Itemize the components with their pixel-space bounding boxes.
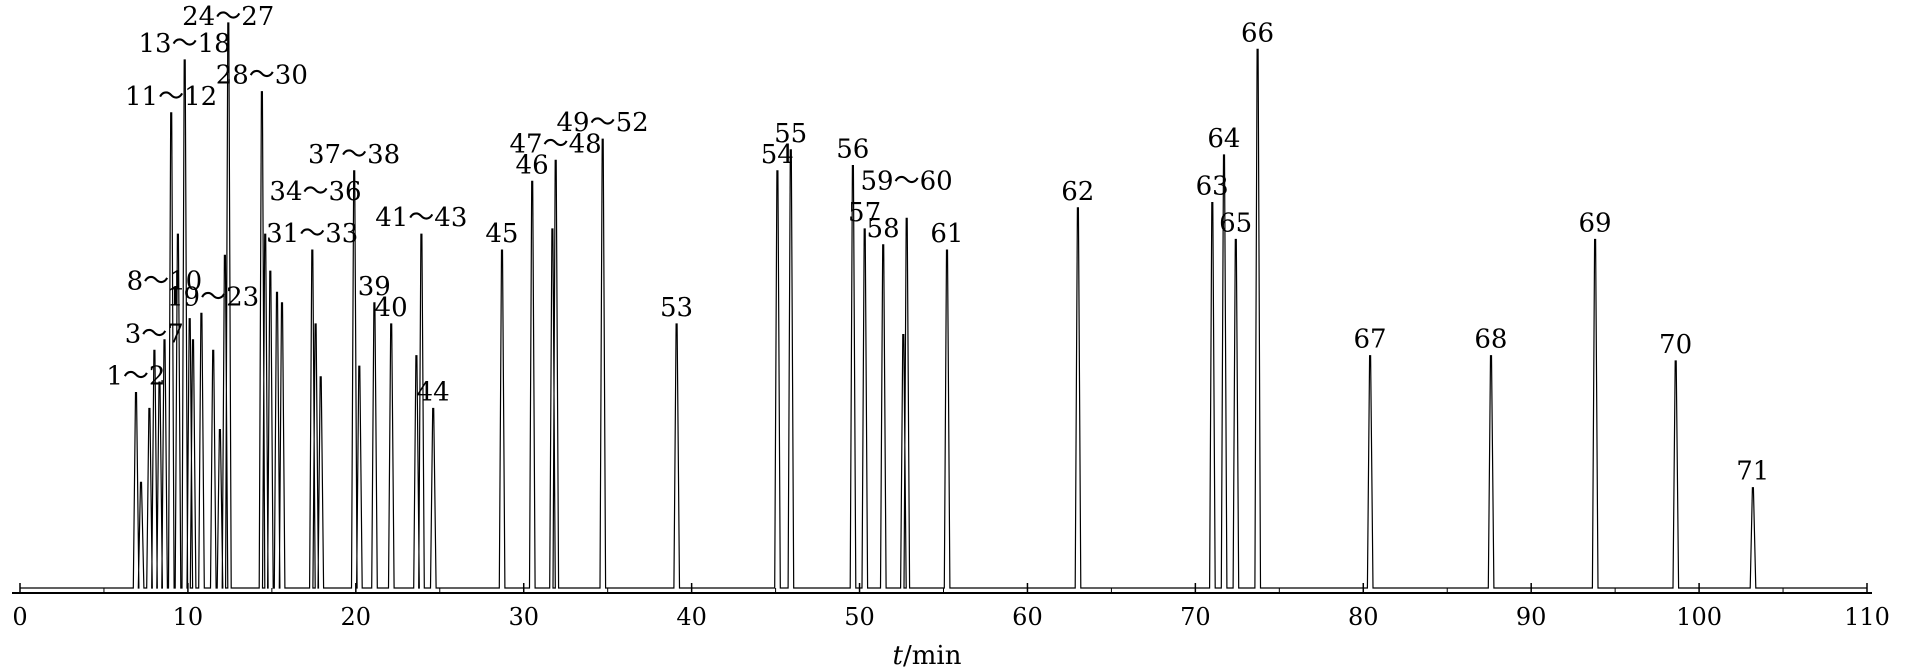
x-tick-label: 20 xyxy=(341,603,372,631)
peak-label: 53 xyxy=(660,293,693,323)
peak-label: 41～43 xyxy=(375,203,467,233)
x-axis-title: t/min xyxy=(893,641,962,671)
x-tick-label: 70 xyxy=(1180,603,1211,631)
chromatogram-trace xyxy=(20,22,1867,589)
peak-label: 31～33 xyxy=(266,219,358,249)
peak-label: 55 xyxy=(774,119,807,149)
x-axis-title-unit: /min xyxy=(903,641,962,671)
peak-label: 57 xyxy=(848,198,881,228)
x-tick-label: 30 xyxy=(508,603,539,631)
peak-label: 67 xyxy=(1353,325,1386,355)
peak-label: 56 xyxy=(836,135,869,165)
peak-label: 11～12 xyxy=(125,82,217,112)
x-axis: 0 10 20 30 40 50 60 70 80 90 100 110 xyxy=(12,583,1890,631)
peak-label: 63 xyxy=(1196,172,1229,202)
x-tick-label: 10 xyxy=(173,603,204,631)
peak-label: 3～7 xyxy=(125,319,184,349)
peak-labels: 1～2 3～7 8～10 11～12 13～18 19～23 24～27 28～30 31～33… xyxy=(106,2,1769,487)
peak-label: 64 xyxy=(1207,124,1240,154)
x-axis-title-var: t xyxy=(893,641,904,671)
x-tick-label: 40 xyxy=(676,603,707,631)
x-tick-label: 90 xyxy=(1516,603,1547,631)
peak-label: 13～18 xyxy=(139,29,231,59)
peak-label: 54 xyxy=(761,140,794,170)
peak-label: 59～60 xyxy=(861,166,953,196)
peak-label: 8～10 xyxy=(127,267,203,297)
peak-label: 40 xyxy=(375,293,408,323)
peak-label: 61 xyxy=(930,219,963,249)
peak-label: 24～27 xyxy=(182,2,274,32)
peak-label: 1～2 xyxy=(106,362,165,392)
peak-label: 39 xyxy=(358,272,391,302)
x-tick-label: 50 xyxy=(844,603,875,631)
x-tick-label: 0 xyxy=(12,603,27,631)
peak-label: 70 xyxy=(1659,330,1692,360)
peak-label: 68 xyxy=(1474,325,1507,355)
peak-label: 46 xyxy=(516,150,549,180)
peak-label: 47～48 xyxy=(510,129,602,159)
peak-label: 62 xyxy=(1061,177,1094,207)
peak-label: 45 xyxy=(485,219,518,249)
peak-label: 49～52 xyxy=(557,108,649,138)
peak-label: 19～23 xyxy=(167,282,259,312)
peak-label: 69 xyxy=(1578,209,1611,239)
x-tick-label: 60 xyxy=(1012,603,1043,631)
peak-label: 65 xyxy=(1219,209,1252,239)
peak-label: 71 xyxy=(1736,457,1769,487)
peak-label: 37～38 xyxy=(308,140,400,170)
peak-label: 28～30 xyxy=(216,61,308,91)
peak-label: 58 xyxy=(867,214,900,244)
x-tick-label: 100 xyxy=(1676,603,1722,631)
x-tick-label: 80 xyxy=(1348,603,1379,631)
peak-label: 34～36 xyxy=(269,177,361,207)
peak-label: 66 xyxy=(1241,18,1274,48)
peak-label: 44 xyxy=(417,378,450,408)
x-tick-label: 110 xyxy=(1844,603,1890,631)
